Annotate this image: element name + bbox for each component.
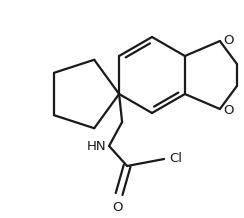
Text: HN: HN xyxy=(86,140,106,153)
Text: O: O xyxy=(223,34,234,46)
Text: O: O xyxy=(112,201,122,214)
Text: Cl: Cl xyxy=(169,152,182,165)
Text: O: O xyxy=(223,104,234,116)
